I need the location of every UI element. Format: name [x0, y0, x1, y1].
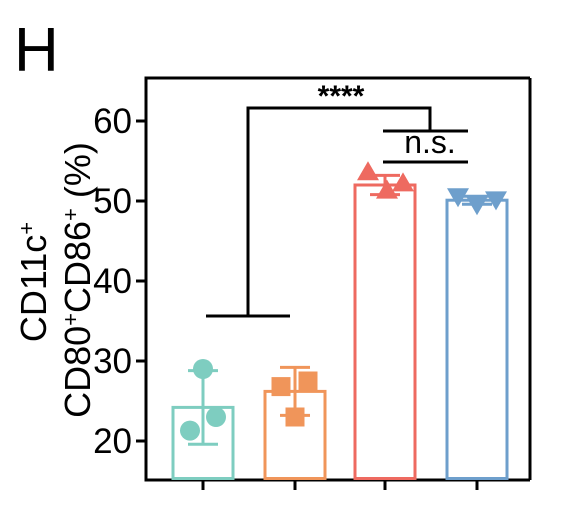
- y-label-sup: +: [14, 222, 39, 235]
- y-label-sup: +: [58, 208, 83, 221]
- y-tick-label: 20: [93, 422, 132, 461]
- y-label-text: CD80: [57, 326, 98, 418]
- y-label-text: CD86: [57, 221, 98, 313]
- data-point-4-3: [485, 191, 507, 211]
- data-point-2-2: [271, 377, 291, 397]
- y-tick-label: 50: [93, 182, 132, 221]
- data-point-4-1: [447, 188, 469, 208]
- y-label-text: (%): [57, 142, 98, 208]
- data-points: [180, 161, 507, 441]
- data-point-3-1: [357, 161, 379, 181]
- data-point-3-3: [392, 172, 414, 192]
- y-label-text: CD11c: [13, 235, 54, 342]
- y-tick-label: 30: [93, 342, 132, 381]
- data-point-2-1: [298, 371, 318, 391]
- data-point-2-3: [285, 407, 305, 427]
- data-point-1-2: [180, 420, 200, 441]
- data-point-1-3: [206, 407, 226, 427]
- data-point-1-1: [193, 359, 213, 379]
- data-point-3-2: [376, 179, 398, 199]
- data-point-4-2: [466, 196, 488, 216]
- bars: [171, 173, 509, 480]
- y-tick-label: 60: [93, 102, 132, 141]
- y-label-line2: CD80+CD86+ (%): [57, 142, 98, 418]
- y-tick-label: 40: [93, 262, 132, 301]
- significance-brackets: n.s.****: [206, 80, 468, 318]
- bar-4: [445, 198, 509, 480]
- y-axis-label: CD11c+CD80+CD86+ (%): [13, 142, 98, 418]
- axes: 20 30 40 50 60: [93, 76, 532, 490]
- significance-stars: ****: [318, 80, 365, 113]
- panel-label: H: [14, 16, 59, 85]
- y-label-sup: +: [58, 313, 83, 326]
- bar-3: [353, 183, 417, 480]
- y-label-line1: CD11c+: [13, 222, 54, 342]
